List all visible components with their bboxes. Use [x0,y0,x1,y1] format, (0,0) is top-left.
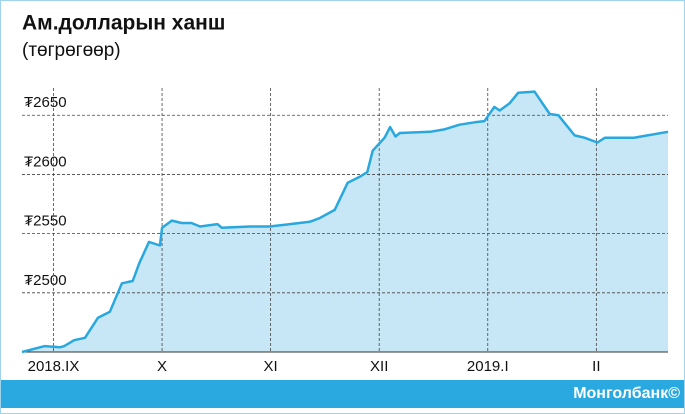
y-tick-label: ₮2600 [24,153,67,170]
chart-title: Ам.долларын ханш [22,12,225,35]
line [21,90,669,354]
x-tick-label: 2018.IX [28,358,80,375]
area [22,91,668,352]
y-tick-label: ₮2500 [24,272,67,289]
footer-bar [1,380,684,408]
source: Монголбанк© [573,385,680,402]
x-tick-label: II [592,358,600,375]
y-tick-label: ₮2650 [24,94,67,111]
x-tick-label: 2019.I [467,358,509,375]
y-tick-label: ₮2550 [24,213,67,230]
x-tick-label: XII [370,358,388,375]
x-tick-label: XI [264,358,278,375]
chart-subtitle: (төгрөгөөр) [22,40,121,61]
x-tick-label: X [157,358,167,375]
